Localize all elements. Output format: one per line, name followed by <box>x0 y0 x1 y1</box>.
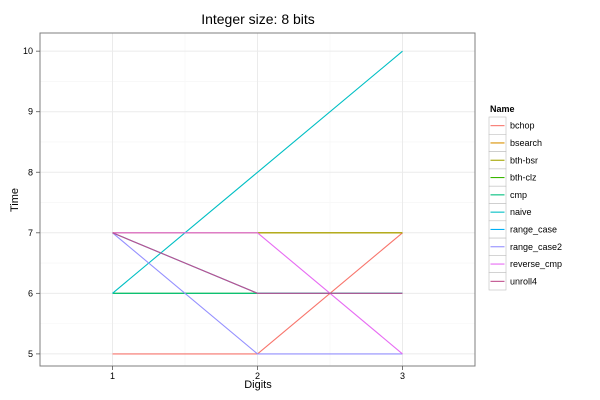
chart-title: Integer size: 8 bits <box>201 11 315 27</box>
series-line-reverse-cmp <box>112 232 403 355</box>
x-tick-label: 1 <box>110 371 115 381</box>
legend-label: bsearch <box>510 138 542 148</box>
grid <box>40 33 475 366</box>
x-tick-label: 2 <box>255 371 260 381</box>
y-tick-label: 5 <box>28 349 33 359</box>
legend-label: range_case <box>510 224 557 234</box>
legend: Name bchop bsearch bth-bsr bth-clz cmp naive r… <box>488 104 562 291</box>
legend-label: range_case2 <box>510 242 562 252</box>
legend-label: cmp <box>510 190 527 200</box>
legend-label: bth-bsr <box>510 155 538 165</box>
y-tick-label: 9 <box>28 107 33 117</box>
y-axis-title: Time <box>9 188 21 212</box>
series-lines <box>112 50 403 355</box>
legend-label: bchop <box>510 121 535 131</box>
y-tick-label: 7 <box>28 228 33 238</box>
legend-label: naive <box>510 207 532 217</box>
x-axis: 1 2 3 <box>110 366 405 381</box>
legend-label: unroll4 <box>510 276 537 286</box>
y-tick-label: 10 <box>23 46 33 56</box>
x-tick-label: 3 <box>400 371 405 381</box>
y-axis: 5 6 7 8 9 10 <box>23 46 40 359</box>
y-tick-label: 8 <box>28 167 33 177</box>
series-line-unroll4 <box>112 232 403 294</box>
legend-label: bth-clz <box>510 173 537 183</box>
series-line-range-case2 <box>112 232 403 355</box>
legend-items: bchop bsearch bth-bsr bth-clz cmp naive range_… <box>488 116 562 291</box>
y-tick-label: 6 <box>28 288 33 298</box>
legend-label: reverse_cmp <box>510 259 562 269</box>
x-axis-title: Digits <box>244 379 272 391</box>
legend-title: Name <box>490 104 515 114</box>
